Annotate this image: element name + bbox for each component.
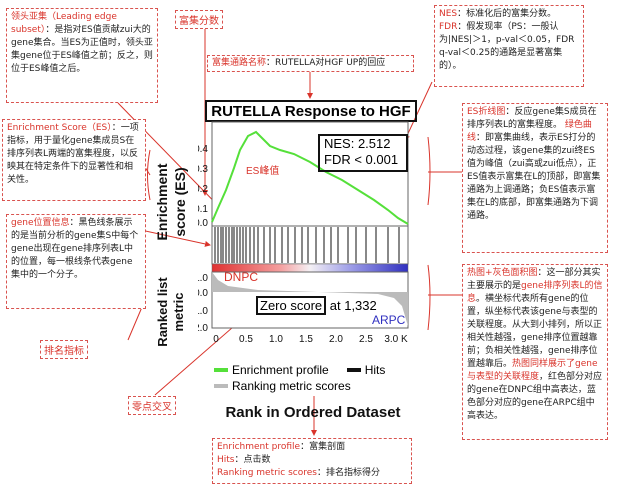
es-tick: 0.4 <box>198 144 208 155</box>
legend-annotation: Enrichment profile：富集剖面 Hits：点击数 Ranking… <box>212 438 412 484</box>
x-tick: 0 <box>213 334 219 345</box>
legend-enrichment-swatch <box>214 368 228 372</box>
dnpc-label: DNPC <box>224 270 258 284</box>
x-tick: 1.5 <box>299 334 313 345</box>
legend-ranking: Ranking metric scores <box>232 379 351 393</box>
es-line-annotation: ES折线图：反应gene集S成员在排序列表L的富集程度。 绿色曲线：即富集曲线，… <box>462 103 608 253</box>
es-ticks: 0.4 0.3 0.2 0.1 0.0 <box>198 144 208 229</box>
x-axis-label: Rank in Ordered Dataset <box>225 404 401 421</box>
rank-tick: -2.0 <box>198 323 208 334</box>
es-tick: 0.3 <box>198 164 208 175</box>
x-tick: 2.5 <box>359 334 373 345</box>
heatmap-annotation: 热图+灰色面积图：这一部分其实主要展示的是gene排序列表L的信息。横坐标代表所… <box>462 264 608 440</box>
rank-tick: 1.0 <box>198 273 208 284</box>
x-tick: 2.0 <box>329 334 343 345</box>
rank-tick: -1.0 <box>198 306 208 317</box>
leading-edge-annotation: 领头亚集（Leading edge subset）：是指对ES值贡献zui大的g… <box>6 8 158 103</box>
enrichment-curve <box>211 130 409 225</box>
arpc-label: ARPC <box>372 313 406 327</box>
zero-cross-label: 零点交叉 <box>128 396 176 415</box>
rank-ticks: 1.0 0.0 -1.0 -2.0 <box>198 273 208 334</box>
es-definition-annotation: Enrichment Score（ES）：一项指标，用于量化gene集成员S在排… <box>2 119 146 201</box>
nes-fdr-annotation: NES：标准化后的富集分数。 FDR：假发现率（PS：一般认为|NES|＞1，p… <box>434 5 584 87</box>
rank-tick: 0.0 <box>198 288 208 299</box>
x-tick: 3.0 K <box>384 334 408 345</box>
hit-lines <box>214 227 400 263</box>
gene-position-annotation: gene位置信息：黑色线条展示的是当前分析的gene集S中每个gene出现在ge… <box>6 214 146 309</box>
plot-title: RUTELLA Response to HGF UP <box>205 100 417 140</box>
rank-metric-label: 排名指标 <box>40 340 88 359</box>
legend-enrichment: Enrichment profile <box>232 363 329 377</box>
x-tick: 0.5 <box>239 334 253 345</box>
zero-score-label: Zero score at 1,332 <box>256 296 377 315</box>
legend-hits: Hits <box>364 363 386 377</box>
legend: Enrichment profile Hits Ranking metric s… <box>214 362 414 398</box>
es-peak-label: ES峰值 <box>246 164 279 177</box>
x-ticks: 0 0.5 1.0 1.5 2.0 2.5 3.0 K <box>213 334 408 345</box>
legend-hits-swatch <box>346 368 361 372</box>
x-tick: 1.0 <box>269 334 283 345</box>
rank-axis-label: Ranked list metric <box>155 277 186 347</box>
legend-ranking-swatch <box>214 384 228 388</box>
es-tick: 0.2 <box>198 184 208 195</box>
stat-box: NES: 2.512 FDR < 0.001 <box>318 134 408 172</box>
es-axis-label: Enrichment score (ES) <box>154 163 188 241</box>
pathway-annotation: 富集通路名称：RUTELLA对HGF UP的回应 <box>207 55 414 72</box>
es-tick: 0.1 <box>198 204 208 215</box>
gsea-plot: 0.4 0.3 0.2 0.1 0.0 1.0 0.0 -1.0 -2.0 <box>198 121 409 345</box>
enrich-score-label: 富集分数 <box>175 10 223 29</box>
es-tick: 0.0 <box>198 218 208 229</box>
